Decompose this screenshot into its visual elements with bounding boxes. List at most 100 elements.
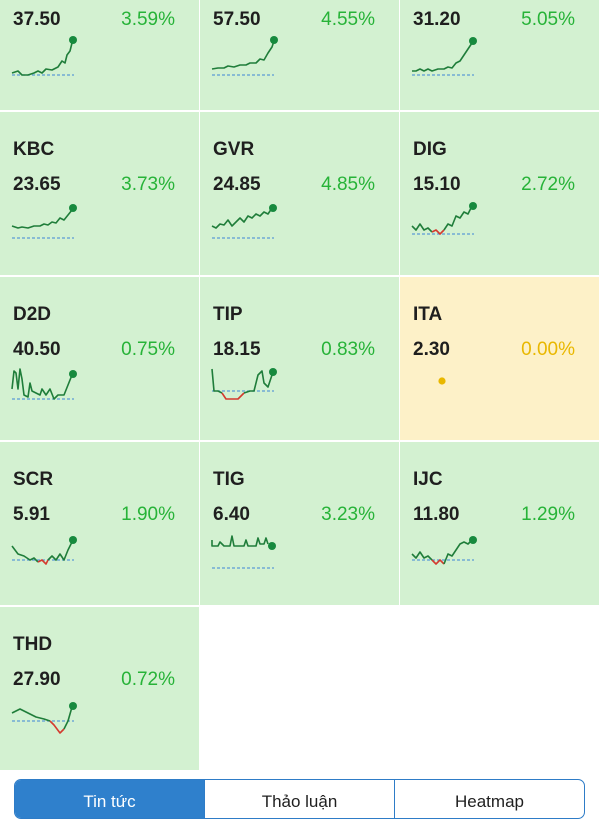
price-line-above [412,42,473,72]
stock-change-percent: 0.72% [121,669,175,690]
last-price-dot [268,542,276,550]
price-line-above [211,535,269,547]
stock-change-percent: 3.59% [121,9,175,30]
stock-tile[interactable]: D2D 40.50 0.75% [0,277,199,440]
last-price-dot [69,536,77,544]
last-price-dot [438,377,446,385]
stock-change-percent: 4.55% [321,9,375,30]
stock-price: 31.20 [413,9,461,30]
last-price-dot [69,370,77,378]
stock-symbol: IJC [413,469,443,490]
sparkline-chart [11,702,77,734]
price-line-above [411,223,433,233]
sparkline-chart [211,204,277,239]
last-price-dot [270,36,278,44]
stock-symbol: TIG [213,469,245,490]
tab-news[interactable]: Tin tức [15,780,204,818]
stock-price: 37.50 [13,9,61,30]
stock-tile[interactable]: DIG 15.10 2.72% [400,112,599,275]
tab-discussion[interactable]: Thảo luận [204,780,394,818]
stock-price: 6.40 [213,504,250,525]
price-line-above [443,205,473,231]
tab-heatmap[interactable]: Heatmap [394,780,584,818]
stock-tile[interactable]: ITA 2.30 0.00% [400,277,599,440]
stock-change-percent: 1.90% [121,504,175,525]
last-price-dot [269,204,277,212]
stock-price: 23.65 [13,174,61,195]
sparkline-chart [211,36,278,76]
stock-symbol: D2D [13,304,52,325]
sparkline-chart [411,202,477,235]
stock-change-percent: 0.00% [521,339,575,360]
price-line-below [37,559,49,565]
last-price-dot [269,368,277,376]
stock-tile[interactable]: 31.20 5.05% [400,0,599,110]
last-price-dot [469,536,477,544]
stock-change-percent: 3.73% [121,174,175,195]
sparkline-chart [11,368,77,400]
stock-change-percent: 0.75% [121,339,175,360]
price-line-above [11,545,39,563]
bottom-tab-bar: Tin tức Thảo luận Heatmap [14,779,585,819]
stock-price: 40.50 [13,339,61,360]
stock-tile[interactable]: 57.50 4.55% [200,0,399,110]
price-line-above [63,706,73,730]
stock-price: 18.15 [213,339,261,360]
sparkline-chart [11,36,77,76]
stock-price: 2.30 [413,339,450,360]
price-line-above [11,42,73,76]
stock-price: 57.50 [213,9,261,30]
sparkline-chart [211,535,276,569]
price-line-below [49,720,65,734]
stock-change-percent: 5.05% [521,9,575,30]
stock-symbol: ITA [413,304,443,325]
stock-tile[interactable]: KBC 23.65 3.73% [0,112,199,275]
stock-price: 5.91 [13,504,50,525]
sparkline-chart [411,536,477,565]
price-line-below [431,559,445,565]
stock-symbol: TIP [213,304,243,325]
stock-price: 11.80 [413,504,460,525]
sparkline-chart [211,368,277,400]
last-price-dot [469,37,477,45]
price-line-above [243,370,273,394]
price-line-above [211,207,273,229]
price-line-above [211,368,223,394]
price-line-above [47,541,73,561]
stock-change-percent: 2.72% [521,174,575,195]
stock-symbol: SCR [13,469,54,490]
stock-change-percent: 0.83% [321,339,375,360]
stock-price: 15.10 [413,174,461,195]
price-line-above [11,368,73,400]
stock-change-percent: 4.85% [321,174,375,195]
stock-tile[interactable]: TIP 18.15 0.83% [200,277,399,440]
last-price-dot [469,202,477,210]
stock-tile[interactable]: IJC 11.80 1.29% [400,442,599,605]
last-price-dot [69,36,77,44]
stock-change-percent: 1.29% [521,504,575,525]
price-line-above [11,708,51,722]
price-line-below [431,229,445,235]
price-line-below [221,392,245,400]
stock-symbol: KBC [13,139,55,160]
stock-symbol: DIG [413,139,447,160]
price-line-above [411,551,433,561]
stock-tile[interactable]: GVR 24.85 4.85% [200,112,399,275]
sparkline-chart [11,204,77,239]
stock-tile[interactable]: 37.50 3.59% [0,0,199,110]
stock-tile[interactable]: TIG 6.40 3.23% [200,442,399,605]
stock-tile[interactable]: THD 27.90 0.72% [0,607,199,770]
last-price-dot [69,204,77,212]
stock-price: 24.85 [213,174,261,195]
stock-symbol: GVR [213,139,255,160]
stock-price: 27.90 [13,669,61,690]
last-price-dot [69,702,77,710]
price-line-above [11,209,73,229]
stock-change-percent: 3.23% [321,504,375,525]
sparkline-chart [412,37,477,76]
stock-symbol: THD [13,634,53,655]
stock-tile[interactable]: SCR 5.91 1.90% [0,442,199,605]
price-line-above [211,40,275,70]
sparkline-chart [438,377,446,385]
sparkline-chart [11,536,77,565]
